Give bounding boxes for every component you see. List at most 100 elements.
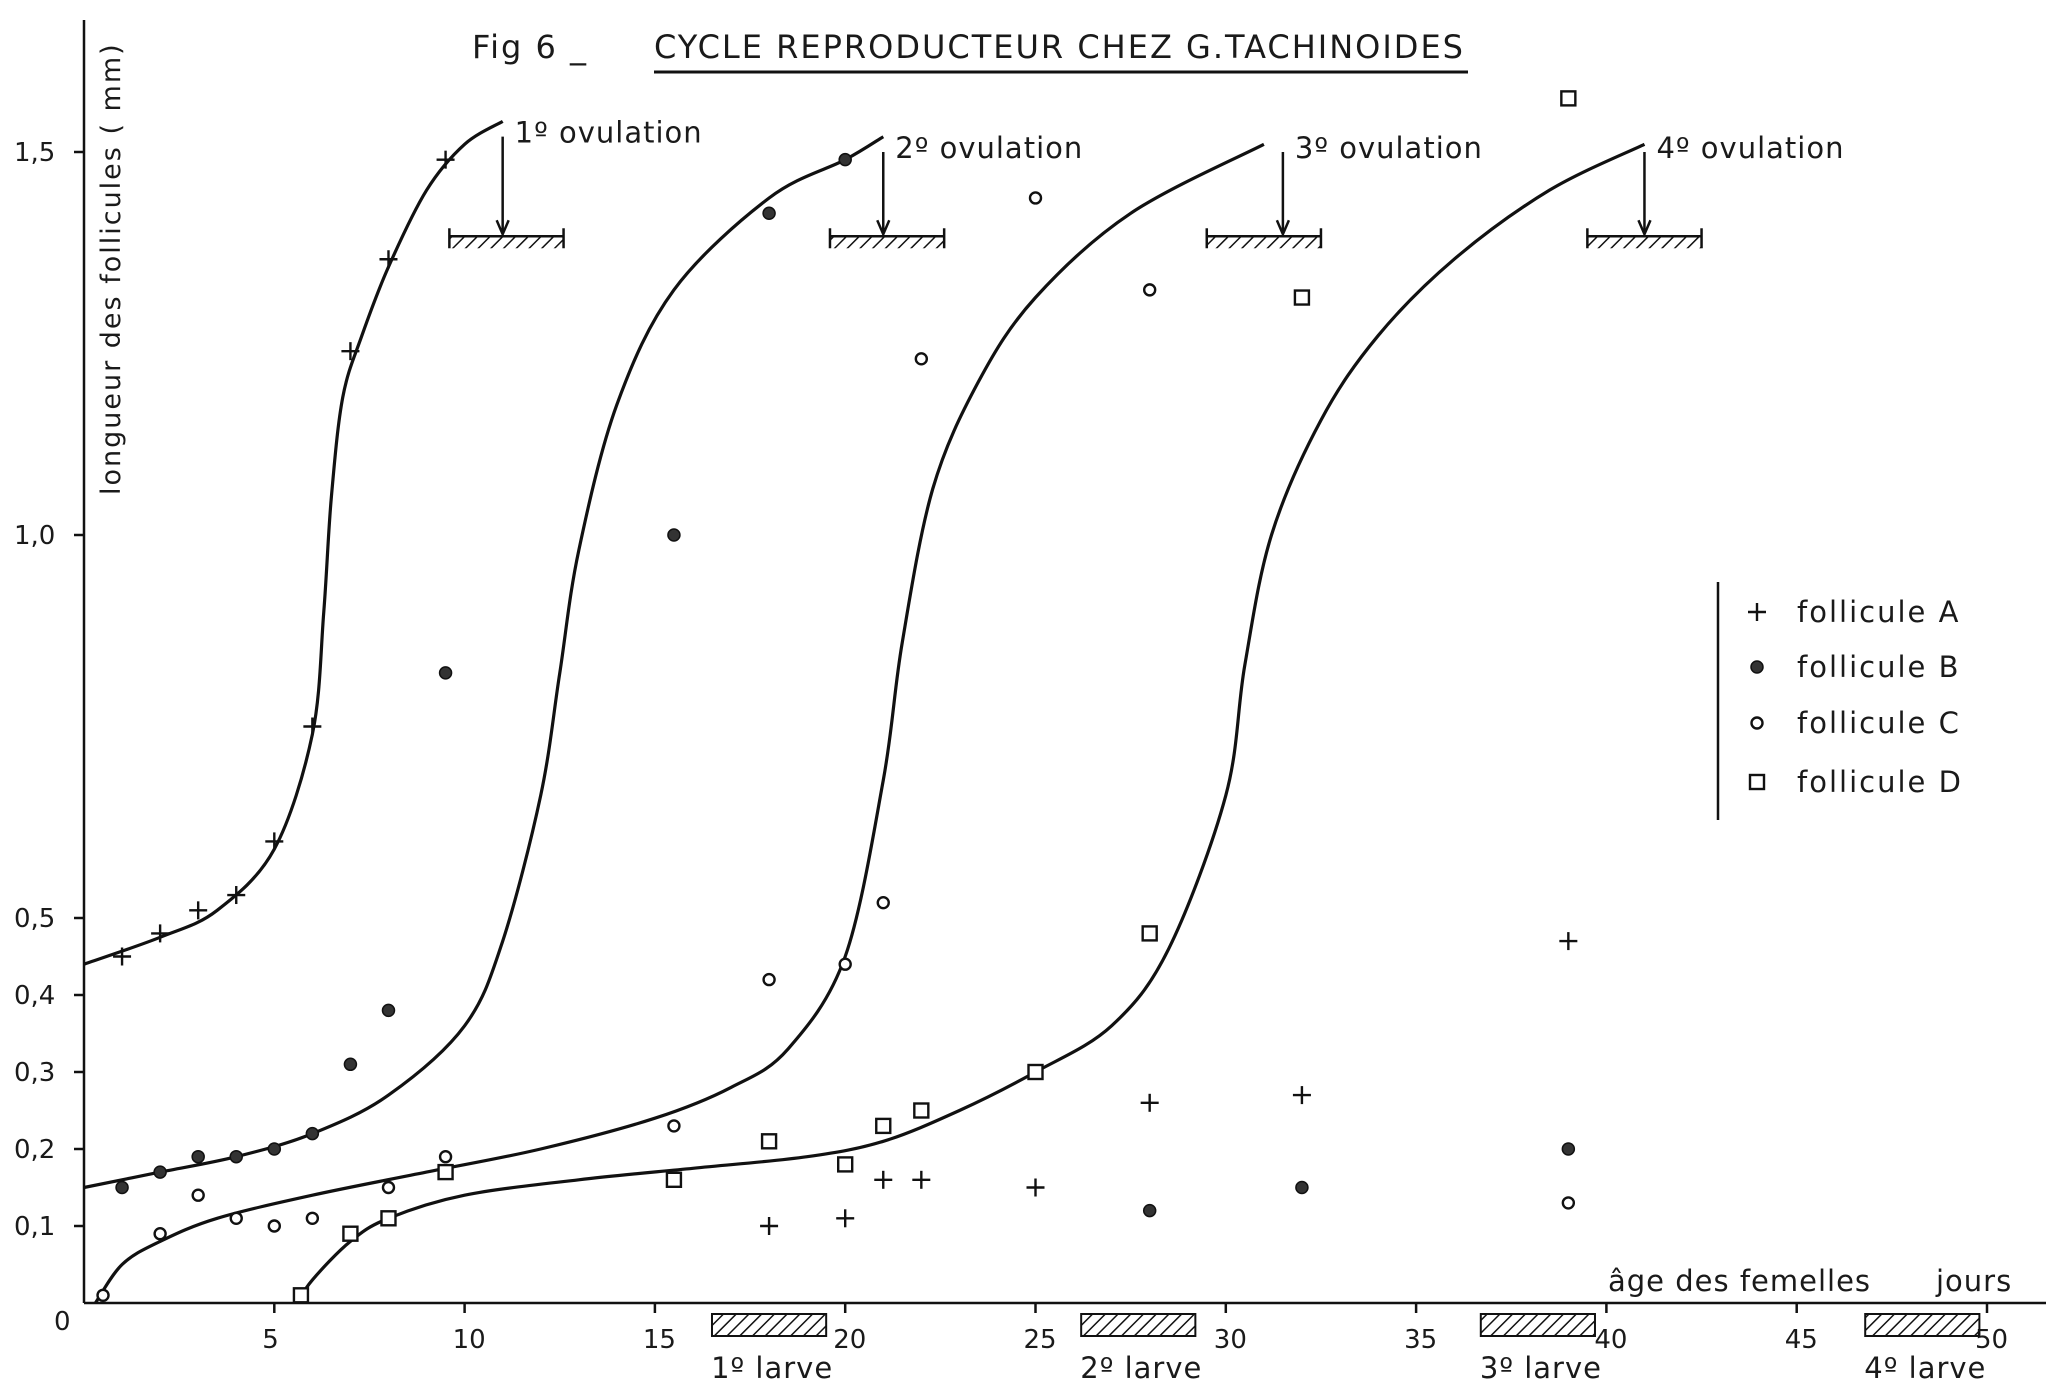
data-point [762, 206, 776, 221]
data-point [343, 1057, 358, 1072]
legend-item: follicule D [1748, 765, 1961, 799]
x-tick-label: 40 [1594, 1325, 1627, 1355]
data-point [381, 1003, 396, 1018]
larva-period-1: 1º larve [710, 1313, 832, 1385]
ovulation-arrowhead [876, 219, 891, 238]
x-tick-label: 45 [1785, 1325, 1818, 1355]
larva-period-2: 2º larve [1080, 1313, 1201, 1385]
larva-periods: 1º larve 2º larve 3º larve 4º larve [710, 1313, 1986, 1385]
data-point [267, 1219, 281, 1233]
y-tick-label: 0,4 [14, 981, 55, 1011]
x-tick-label: 30 [1214, 1325, 1247, 1355]
data-point [1142, 1203, 1157, 1218]
data-points [96, 90, 1578, 1304]
x-axis-unit-label: jours [1935, 1264, 2012, 1298]
x-tick-label: 50 [1975, 1325, 2008, 1355]
data-point [342, 1225, 359, 1242]
data-point [438, 666, 453, 680]
origin-label: 0 [54, 1307, 71, 1337]
data-point [153, 1226, 167, 1241]
series-2 [115, 152, 1576, 1218]
data-point [1560, 90, 1577, 107]
data-point [292, 1287, 310, 1304]
ovulation-arrowhead [495, 219, 510, 238]
y-axis-label: longueur des follicules ( mm) [96, 42, 127, 495]
data-point [1141, 925, 1158, 942]
data-point [667, 1119, 681, 1133]
data-point [874, 1170, 893, 1189]
ovulation-4: 4º ovulation [1586, 131, 1843, 249]
legend-label: follicule A [1797, 595, 1960, 629]
data-point [227, 886, 246, 905]
ovulation-period-bar [829, 236, 945, 249]
series-4 [292, 90, 1577, 1304]
ovulation-2: 2º ovulation [828, 131, 1083, 249]
series-3 [96, 191, 1576, 1303]
larva-period-4: 4º larve [1864, 1313, 1986, 1385]
data-point [151, 924, 170, 943]
legend-items: follicule A follicule B follicule C follicu… [1748, 595, 1961, 799]
data-point [380, 1210, 397, 1227]
y-tick-label: 0,5 [14, 904, 55, 934]
fit-curve-4 [295, 142, 1646, 1304]
data-point [1026, 1178, 1045, 1197]
fit-curve-1 [83, 120, 504, 966]
data-point [267, 1142, 282, 1156]
data-point [912, 1170, 931, 1189]
data-point [381, 1180, 396, 1195]
legend-marker [1748, 603, 1766, 621]
data-point [1027, 1063, 1044, 1081]
data-point [1140, 1093, 1159, 1112]
x-ticks: 5 10 15 20 25 30 35 40 45 50 [262, 1303, 2008, 1355]
data-point [1559, 932, 1578, 951]
larva-period-bar [1080, 1313, 1197, 1337]
data-point [153, 1165, 167, 1179]
data-point [838, 152, 852, 167]
data-point [189, 901, 208, 920]
y-tick-label: 0,3 [14, 1058, 55, 1088]
x-tick-label: 35 [1404, 1325, 1437, 1355]
ovulation-3: 3º ovulation [1205, 131, 1483, 249]
fitted-curves [83, 120, 1646, 1304]
larva-period-3: 3º larve [1479, 1313, 1601, 1385]
x-tick-label: 10 [453, 1325, 486, 1355]
x-tick-label: 25 [1024, 1325, 1057, 1355]
data-point [305, 1126, 320, 1141]
data-point [115, 1180, 129, 1195]
x-tick-label: 5 [262, 1325, 279, 1355]
y-tick-label: 0,2 [14, 1135, 55, 1165]
ovulation-arrowhead [1275, 219, 1291, 238]
legend-label: follicule C [1797, 706, 1961, 740]
data-point [436, 150, 455, 169]
data-point [113, 947, 132, 966]
data-point [438, 1149, 453, 1164]
data-point [191, 1188, 205, 1202]
series-1 [113, 150, 1578, 1235]
axes [82, 20, 2046, 1305]
data-point [1142, 283, 1157, 297]
data-point [875, 1117, 892, 1135]
data-point [265, 832, 284, 851]
larva-period-bar [710, 1313, 828, 1337]
legend-item: follicule A [1748, 595, 1960, 629]
y-tick-label: 0,1 [14, 1212, 55, 1242]
ovulation-period-bar [449, 236, 564, 249]
larva-period-label: 4º larve [1864, 1351, 1986, 1385]
data-point [760, 1217, 779, 1235]
ovulation-label: 2º ovulation [895, 131, 1083, 165]
data-point [913, 1102, 930, 1119]
fit-curve-3 [94, 142, 1265, 1304]
legend-item: follicule B [1750, 650, 1960, 684]
legend-label: follicule B [1797, 650, 1960, 684]
y-tick-label: 1,0 [14, 521, 55, 551]
ovulation-label: 3º ovulation [1295, 131, 1483, 165]
data-point [1292, 1086, 1311, 1105]
data-point [667, 528, 681, 542]
ovulation-period-bar [1206, 236, 1321, 249]
larva-period-bar [1864, 1313, 1981, 1337]
legend-marker [1750, 660, 1764, 674]
chart-title: CYCLE REPRODUCTEUR CHEZ G.TACHINOIDES [654, 28, 1465, 66]
x-tick-label: 20 [833, 1325, 866, 1355]
larva-period-bar [1479, 1313, 1596, 1337]
